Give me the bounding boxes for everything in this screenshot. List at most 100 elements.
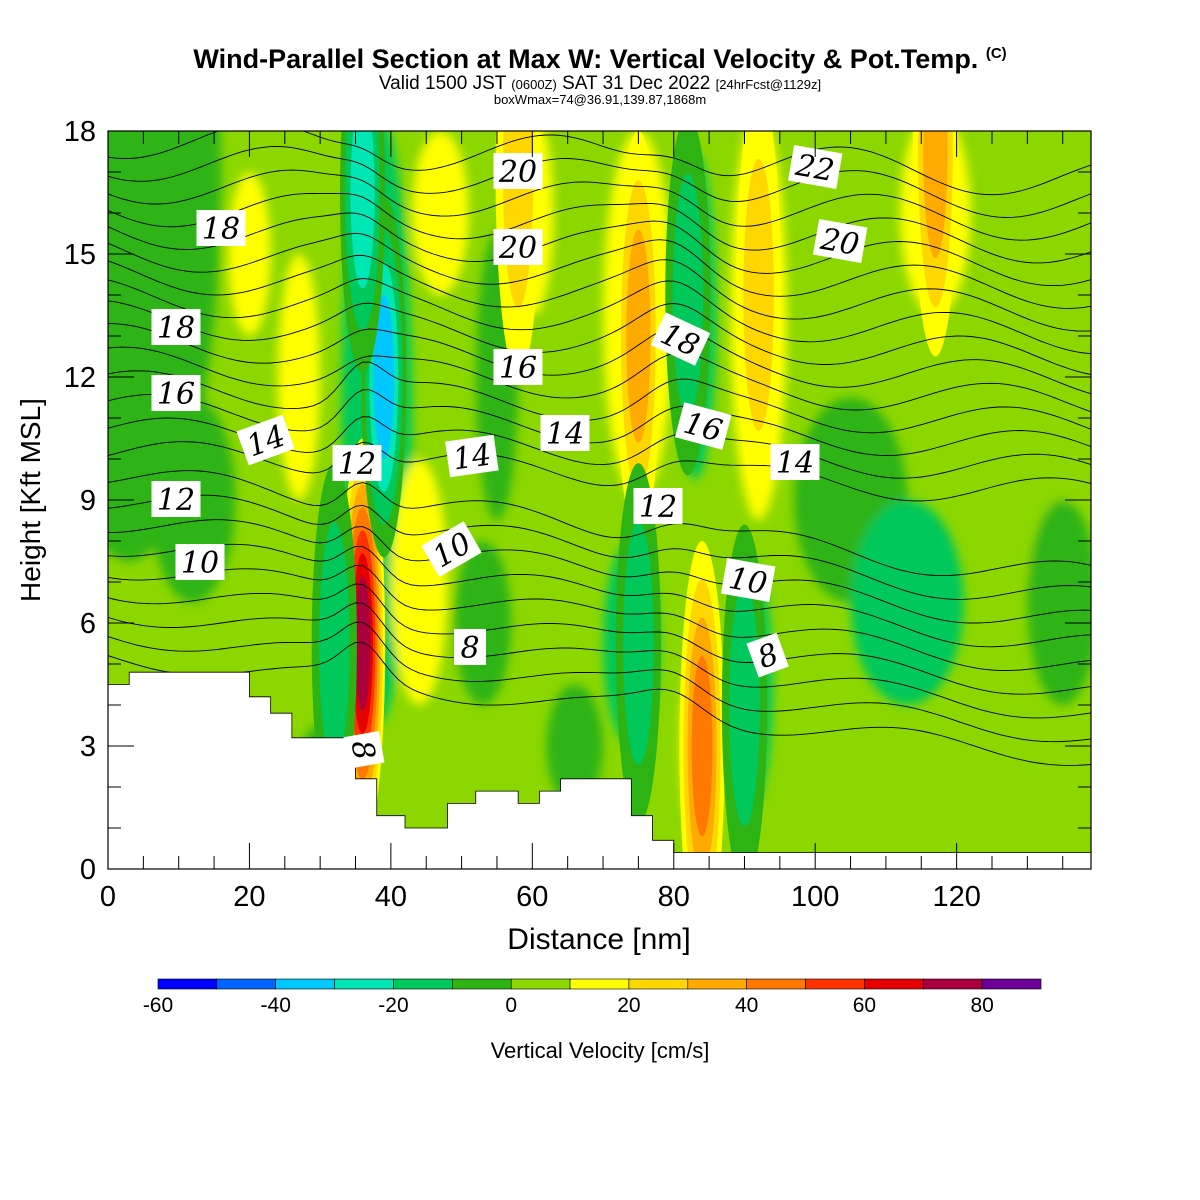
- field-band: [412, 131, 469, 295]
- theta-isoline: [108, 323, 1091, 395]
- x-tick-label: 100: [791, 881, 839, 913]
- theta-isoline: [108, 470, 1091, 577]
- copyright-mark: (C): [985, 45, 1007, 62]
- colorbar-swatch: [687, 978, 747, 990]
- theta-label-box: [746, 632, 789, 678]
- theta-label-text: 12: [639, 490, 677, 525]
- downdraft-core-level: [623, 522, 654, 765]
- colorbar-tick-label: 0: [505, 994, 517, 1017]
- colorbar-swatch: [569, 978, 630, 990]
- theta-label-text: 14: [546, 417, 584, 452]
- colorbar-swatch: [864, 978, 924, 990]
- theta-label-text: 10: [181, 546, 219, 581]
- theta-isoline: [108, 300, 1091, 375]
- theta-label: 14: [540, 415, 590, 452]
- theta-label-box: [196, 210, 246, 246]
- y-tick-label: 6: [80, 608, 96, 640]
- theta-label-box: [175, 544, 225, 580]
- colorbar-swatch: [981, 978, 1042, 990]
- colorbar-swatch: [157, 978, 218, 990]
- x-axis-label: Distance [nm]: [507, 923, 690, 956]
- updraft-core-level: [691, 655, 713, 837]
- theta-label: 8: [746, 632, 789, 678]
- theta-label: 8: [454, 629, 486, 666]
- colorbar: -60 -40 -20 0 20 40 60 80: [143, 978, 1042, 1017]
- theta-isoline: [108, 543, 1091, 648]
- colorbar-tick-label: -40: [261, 994, 291, 1017]
- theta-label: 16: [151, 375, 201, 412]
- updraft-core-level: [743, 158, 774, 432]
- theta-label-text: 20: [498, 231, 537, 266]
- colorbar-swatch: [746, 978, 806, 990]
- theta-label-text: 14: [451, 438, 494, 478]
- y-tick-labels: 0 3 6 9 12 15 18: [64, 116, 96, 886]
- valid-prefix: Valid 1500 JST: [378, 73, 507, 94]
- theta-isoline: [108, 131, 1091, 196]
- y-tick-label: 15: [64, 239, 96, 271]
- theta-label-box: [650, 312, 711, 366]
- theta-isoline: [108, 564, 1091, 671]
- colorbar-swatch: [275, 978, 335, 990]
- theta-label-text: 8: [460, 631, 479, 666]
- colorbar-swatch: [628, 978, 689, 990]
- y-axis-label: Height [Kft MSL]: [15, 398, 46, 602]
- theta-label-text: 16: [499, 351, 537, 386]
- theta-label-text: 22: [792, 148, 837, 189]
- theta-label-box: [812, 219, 868, 263]
- theta-label-text: 16: [157, 377, 195, 412]
- theta-label: 18: [151, 309, 201, 346]
- theta-isoline: [108, 254, 1091, 332]
- updraft-core-level: [354, 576, 371, 711]
- y-tick-label: 9: [80, 485, 96, 517]
- colorbar-swatch: [805, 978, 865, 990]
- x-tick-label: 60: [516, 881, 548, 913]
- theta-label: 20: [812, 219, 868, 263]
- theta-isoline: [108, 583, 1091, 695]
- chart-valid-time: Valid 1500 JST (0600Z) SAT 31 Dec 2022 […: [0, 73, 1200, 95]
- colorbar-tick-label: -20: [378, 994, 408, 1017]
- theta-label-text: 14: [776, 446, 814, 481]
- theta-label: 16: [493, 349, 543, 386]
- theta-isoline: [108, 621, 1091, 743]
- theta-label-box: [454, 629, 486, 665]
- x-tick-labels: 0 20 40 60 80 100 120: [100, 881, 981, 913]
- theta-isoline: [108, 212, 1091, 287]
- theta-isoline: [108, 602, 1091, 719]
- colorbar-swatch: [452, 978, 512, 990]
- x-tick-label: 80: [658, 881, 690, 913]
- valid-utc: (0600Z): [511, 77, 557, 92]
- theta-isoline: [108, 169, 1091, 241]
- theta-label-box: [540, 415, 590, 451]
- theta-isoline: [108, 519, 1091, 624]
- x-tick-label: 40: [375, 881, 407, 913]
- theta-label-text: 10: [726, 561, 770, 602]
- theta-label: 20: [493, 153, 543, 190]
- theta-label-box: [787, 145, 843, 189]
- downdraft-core-level: [729, 583, 760, 827]
- theta-label: 22: [787, 145, 843, 189]
- theta-label: 14: [445, 434, 499, 478]
- theta-label-box: [633, 488, 683, 524]
- theta-isoline: [108, 494, 1091, 600]
- theta-label-box: [720, 558, 776, 602]
- downdraft-core-level: [319, 522, 350, 765]
- terrain: [108, 671, 1091, 869]
- colorbar-tick-label: 80: [970, 994, 993, 1017]
- theta-isoline: [108, 346, 1091, 413]
- potential-temperature-isolines: [108, 131, 1091, 766]
- theta-label-box: [493, 153, 543, 189]
- theta-label-box: [151, 309, 201, 345]
- updraft-core-level: [923, 131, 948, 259]
- theta-label-box: [674, 402, 732, 450]
- theta-label: 12: [633, 488, 683, 525]
- theta-label-box: [493, 229, 543, 265]
- valid-date: SAT 31 Dec 2022: [562, 73, 711, 94]
- theta-label-box: [236, 414, 295, 466]
- theta-label-box: [151, 481, 201, 517]
- x-tick-label: 120: [932, 881, 980, 913]
- colorbar-tick-label: 20: [617, 994, 640, 1017]
- y-tick-label: 3: [80, 731, 96, 763]
- theta-label: 14: [236, 414, 295, 466]
- theta-label-box: [343, 730, 385, 769]
